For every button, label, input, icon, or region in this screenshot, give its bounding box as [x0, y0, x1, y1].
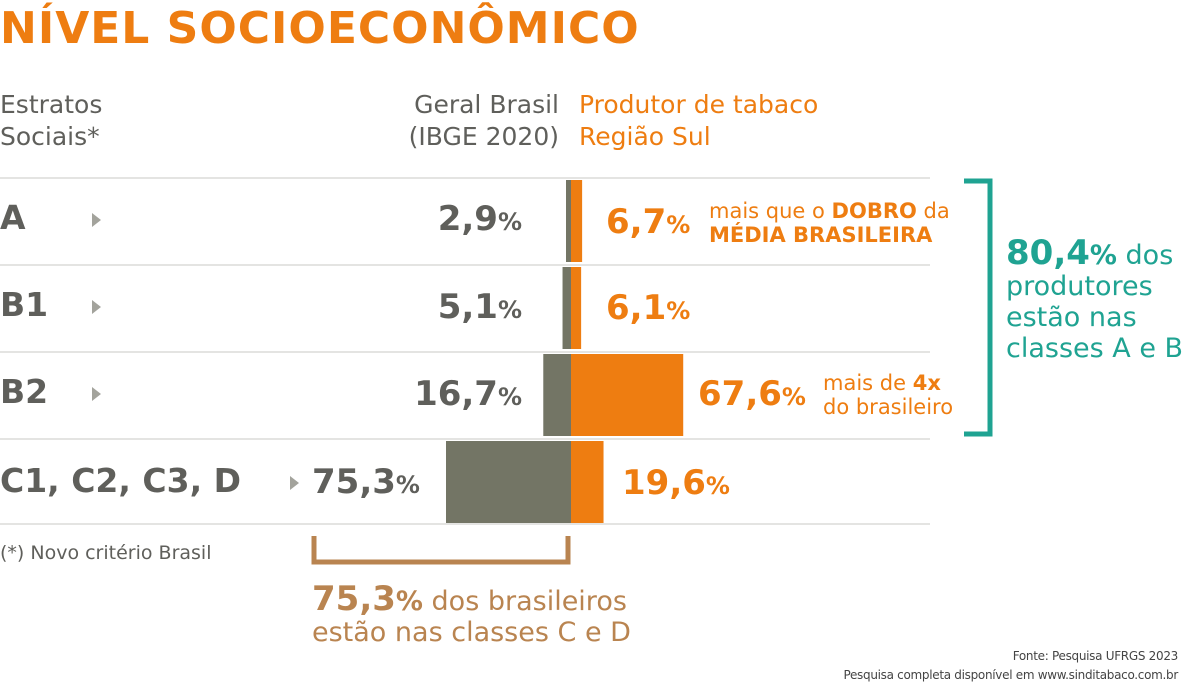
- header-strata: Estratos Sociais*: [0, 90, 103, 151]
- value-label-produtor-b2: 67,6%: [698, 374, 806, 414]
- bracket-bottom-text: 75,3% dos brasileiros estão nas classes …: [312, 579, 631, 648]
- value-label-brasil-b2: 16,7%: [414, 374, 522, 414]
- annotation-row-b2: mais de 4x do brasileiro: [823, 371, 954, 419]
- value-label-brasil-b1: 5,1%: [437, 287, 522, 327]
- arrow-icon: [92, 213, 101, 227]
- bar-brasil: [446, 441, 571, 523]
- category-label-a: A: [0, 198, 26, 237]
- bar-brasil: [543, 354, 571, 436]
- footnote: (*) Novo critério Brasil: [0, 542, 212, 564]
- page-title: NÍVEL SOCIOECONÔMICO: [0, 3, 640, 54]
- value-label-produtor-cd: 19,6%: [622, 463, 730, 503]
- bracket-bottom: [311, 536, 571, 565]
- category-label-b1: B1: [0, 285, 49, 324]
- category-label-cd: C1, C2, C3, D: [0, 461, 242, 500]
- source-line-2: Pesquisa completa disponível em www.sind…: [843, 668, 1178, 682]
- bracket-right: [964, 178, 993, 437]
- source-line-1: Fonte: Pesquisa UFRGS 2023: [1012, 649, 1179, 663]
- bar-brasil: [566, 180, 571, 262]
- bar-brasil: [562, 267, 571, 349]
- value-label-brasil-a: 2,9%: [437, 199, 522, 239]
- bar-produtor: [571, 180, 583, 262]
- bar-produtor: [571, 354, 684, 436]
- bar-produtor: [571, 267, 582, 349]
- arrow-icon: [290, 476, 299, 490]
- category-label-b2: B2: [0, 372, 49, 411]
- value-label-brasil-cd: 75,3%: [312, 462, 420, 502]
- value-label-produtor-b1: 6,1%: [606, 288, 691, 328]
- header-brasil: Geral Brasil (IBGE 2020): [408, 90, 559, 151]
- annotation-row-a: mais que o DOBRO da MÉDIA BRASILEIRA: [709, 199, 950, 247]
- bracket-right-text: 80,4% dos produtores estão nas classes A…: [1006, 233, 1184, 364]
- value-label-produtor-a: 6,7%: [606, 202, 691, 242]
- header-produtor: Produtor de tabaco Região Sul: [579, 90, 819, 151]
- arrow-icon: [92, 300, 101, 314]
- bar-produtor: [571, 441, 604, 523]
- arrow-icon: [92, 387, 101, 401]
